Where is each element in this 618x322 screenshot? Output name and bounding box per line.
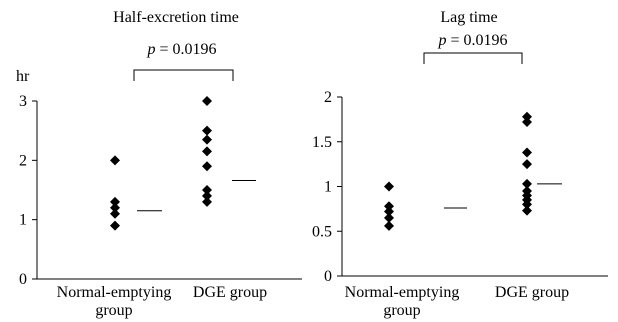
category-label-line: Normal-emptying	[345, 284, 460, 301]
data-point	[202, 134, 212, 145]
category-label-line: group	[383, 302, 420, 319]
data-point	[202, 196, 212, 207]
category-label-line: Normal-emptying	[57, 284, 172, 301]
chart-title: Lag time	[440, 9, 497, 26]
data-point	[110, 202, 120, 213]
data-point	[522, 111, 532, 122]
p-value-number: = 0.0196	[155, 41, 216, 58]
y-tick-label: 1.5	[312, 134, 332, 151]
y-tick-label: 1	[324, 179, 332, 196]
y-tick-label: 2	[324, 89, 332, 106]
data-point	[202, 185, 212, 195]
data-point	[202, 125, 212, 136]
category-label: DGE group	[193, 284, 267, 301]
data-point	[202, 146, 212, 157]
data-point	[384, 206, 394, 217]
category-label: Normal-emptying group	[345, 284, 460, 319]
p-value-bracket	[133, 69, 234, 81]
data-point	[384, 201, 394, 212]
data-point	[110, 155, 120, 166]
data-point	[384, 220, 394, 231]
y-tick-label: 3	[19, 93, 27, 110]
category-label-line: group	[95, 302, 132, 319]
data-point	[110, 220, 120, 231]
data-point	[202, 96, 212, 106]
p-symbol: p	[437, 32, 446, 49]
data-point	[522, 159, 532, 170]
y-tick-label: 0	[19, 271, 27, 288]
p-value-bracket	[423, 52, 523, 64]
data-point	[522, 147, 532, 158]
chart-title: Half-excretion time	[113, 9, 239, 26]
category-label: Normal-emptying group	[57, 284, 172, 319]
p-value-label: p = 0.0196	[146, 41, 216, 58]
data-point	[522, 199, 532, 210]
data-point	[110, 196, 120, 207]
data-point	[384, 212, 394, 223]
p-symbol: p	[146, 41, 155, 58]
y-tick-label: 2	[19, 152, 27, 169]
category-label-line: DGE group	[495, 284, 569, 301]
data-point	[202, 190, 212, 201]
p-value-label: p = 0.0196	[437, 32, 507, 49]
panel-half-excretion: Half-excretion time p = 0.0196 hr 0 1 2 3 Norma…	[16, 9, 302, 319]
p-value-number: = 0.0196	[446, 32, 507, 49]
category-label: DGE group	[495, 284, 569, 301]
data-point	[384, 181, 394, 192]
data-point	[522, 117, 532, 128]
panel-lag-time: Lag time p = 0.0196 0 0.5 1 1.5 2 Normal-emptyi…	[312, 9, 608, 319]
data-point	[522, 178, 532, 189]
y-tick-label: 0	[324, 268, 332, 285]
data-point	[522, 205, 532, 216]
data-point	[110, 208, 120, 219]
data-point	[202, 161, 212, 172]
category-label-line: DGE group	[193, 284, 267, 301]
y-tick-label: 1	[19, 212, 27, 229]
y-tick-label: 0.5	[312, 223, 332, 240]
y-axis-unit: hr	[16, 68, 30, 85]
